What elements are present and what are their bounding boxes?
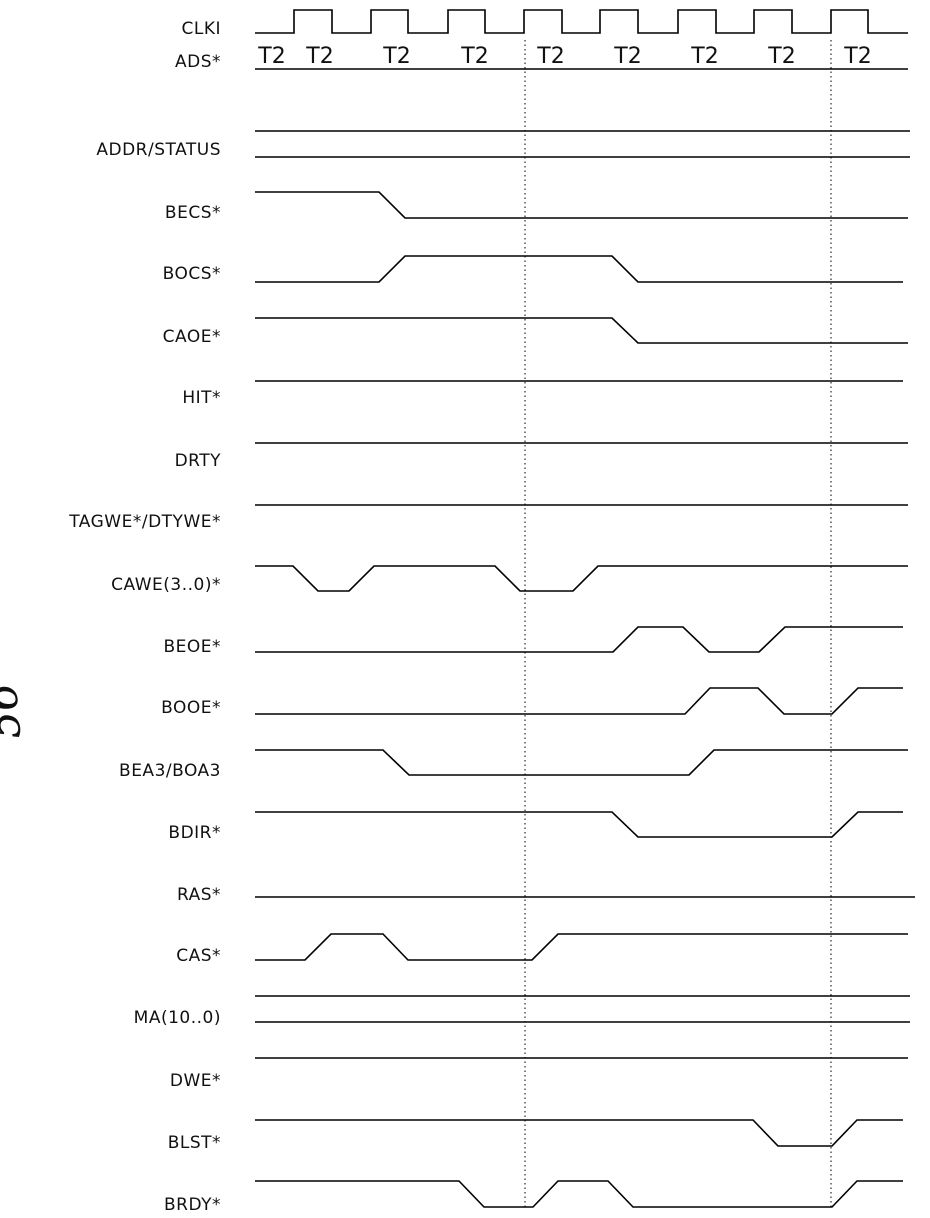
- signal-label-hit: HIT*: [182, 388, 221, 408]
- signal-label-ma: MA(10..0): [134, 1008, 221, 1028]
- signal-rows: ADS* ADDR/STATUS BECS* BOCS* CAOE* HIT* DRTY TA…: [68, 52, 915, 1215]
- waveform-bocs: [255, 255, 903, 283]
- signal-label-bdir: BDIR*: [168, 823, 221, 843]
- page-margin-mark: 56: [0, 681, 31, 741]
- signal-label-beoe: BEOE*: [163, 637, 221, 657]
- signal-label-cawe: CAWE(3..0)*: [111, 575, 221, 595]
- waveform-cawe: [255, 565, 908, 592]
- signal-row-becs: BECS*: [165, 191, 908, 223]
- signal-label-brdy: BRDY*: [164, 1195, 221, 1215]
- signal-label-ads: ADS*: [175, 52, 221, 72]
- waveform-cas: [255, 933, 908, 961]
- waveform-booe: [255, 687, 903, 715]
- signal-label-ras: RAS*: [177, 885, 221, 905]
- signal-label-tagwe-dtywe: TAGWE*/DTYWE*: [68, 512, 221, 532]
- signal-label-dwe: DWE*: [170, 1071, 221, 1091]
- signal-row-bea3-boa3: BEA3/BOA3: [119, 749, 908, 781]
- signal-row-bocs: BOCS*: [163, 255, 903, 284]
- clock-state-label: T2: [536, 44, 564, 69]
- signal-label-clki: CLKI: [181, 19, 221, 39]
- signal-label-caoe: CAOE*: [163, 327, 221, 347]
- signal-label-addr-status: ADDR/STATUS: [96, 140, 221, 160]
- clock-state-label: T2: [305, 44, 333, 69]
- clock-state-label: T2: [613, 44, 641, 69]
- clock-state-label: T2: [460, 44, 488, 69]
- waveform-beoe: [255, 626, 903, 653]
- signal-row-tagwe-dtywe: TAGWE*/DTYWE*: [68, 504, 908, 532]
- clock-state-label: T2: [767, 44, 795, 69]
- signal-row-dwe: DWE*: [170, 1057, 908, 1091]
- signal-label-blst: BLST*: [168, 1133, 221, 1153]
- signal-row-ads: ADS*: [175, 52, 221, 72]
- waveform-bea3-boa3: [255, 749, 908, 776]
- waveform-becs: [255, 191, 908, 219]
- signal-row-hit: HIT*: [182, 380, 903, 408]
- signal-row-cawe: CAWE(3..0)*: [111, 565, 908, 595]
- waveform-blst: [255, 1119, 903, 1147]
- waveform-caoe: [255, 317, 908, 344]
- signal-label-cas: CAS*: [176, 946, 221, 966]
- signal-label-drty: DRTY: [175, 451, 222, 471]
- waveform-bdir: [255, 811, 903, 838]
- signal-row-brdy: BRDY*: [164, 1180, 903, 1215]
- signal-row-caoe: CAOE*: [163, 317, 908, 347]
- waveform-brdy: [255, 1180, 903, 1208]
- signal-row-blst: BLST*: [168, 1119, 903, 1153]
- signal-row-ras: RAS*: [177, 885, 915, 905]
- clock-state-label: T2: [382, 44, 410, 69]
- signal-row-addr-status: ADDR/STATUS: [96, 130, 910, 160]
- signal-row-cas: CAS*: [176, 933, 908, 966]
- clock-state-label: T2: [843, 44, 871, 69]
- signal-label-becs: BECS*: [165, 203, 221, 223]
- clock-state-label: T2: [257, 44, 285, 69]
- signal-row-beoe: BEOE*: [163, 626, 903, 657]
- cycle-guides: [524, 40, 832, 1210]
- signal-label-bocs: BOCS*: [163, 264, 221, 284]
- signal-row-ma: MA(10..0): [134, 995, 910, 1028]
- clock-state-label: T2: [690, 44, 718, 69]
- clki-waveform: [255, 9, 908, 34]
- clock-state-labels: T2 T2 T2 T2 T2 T2 T2 T2 T2: [257, 44, 871, 69]
- signal-row-bdir: BDIR*: [168, 811, 903, 843]
- signal-label-booe: BOOE*: [161, 698, 221, 718]
- signal-label-bea3-boa3: BEA3/BOA3: [119, 761, 221, 781]
- signal-row-booe: BOOE*: [161, 687, 903, 718]
- clock-row: CLKI T2 T2 T2 T2 T2 T2 T2 T2 T2: [181, 9, 908, 70]
- signal-row-drty: DRTY: [175, 442, 908, 471]
